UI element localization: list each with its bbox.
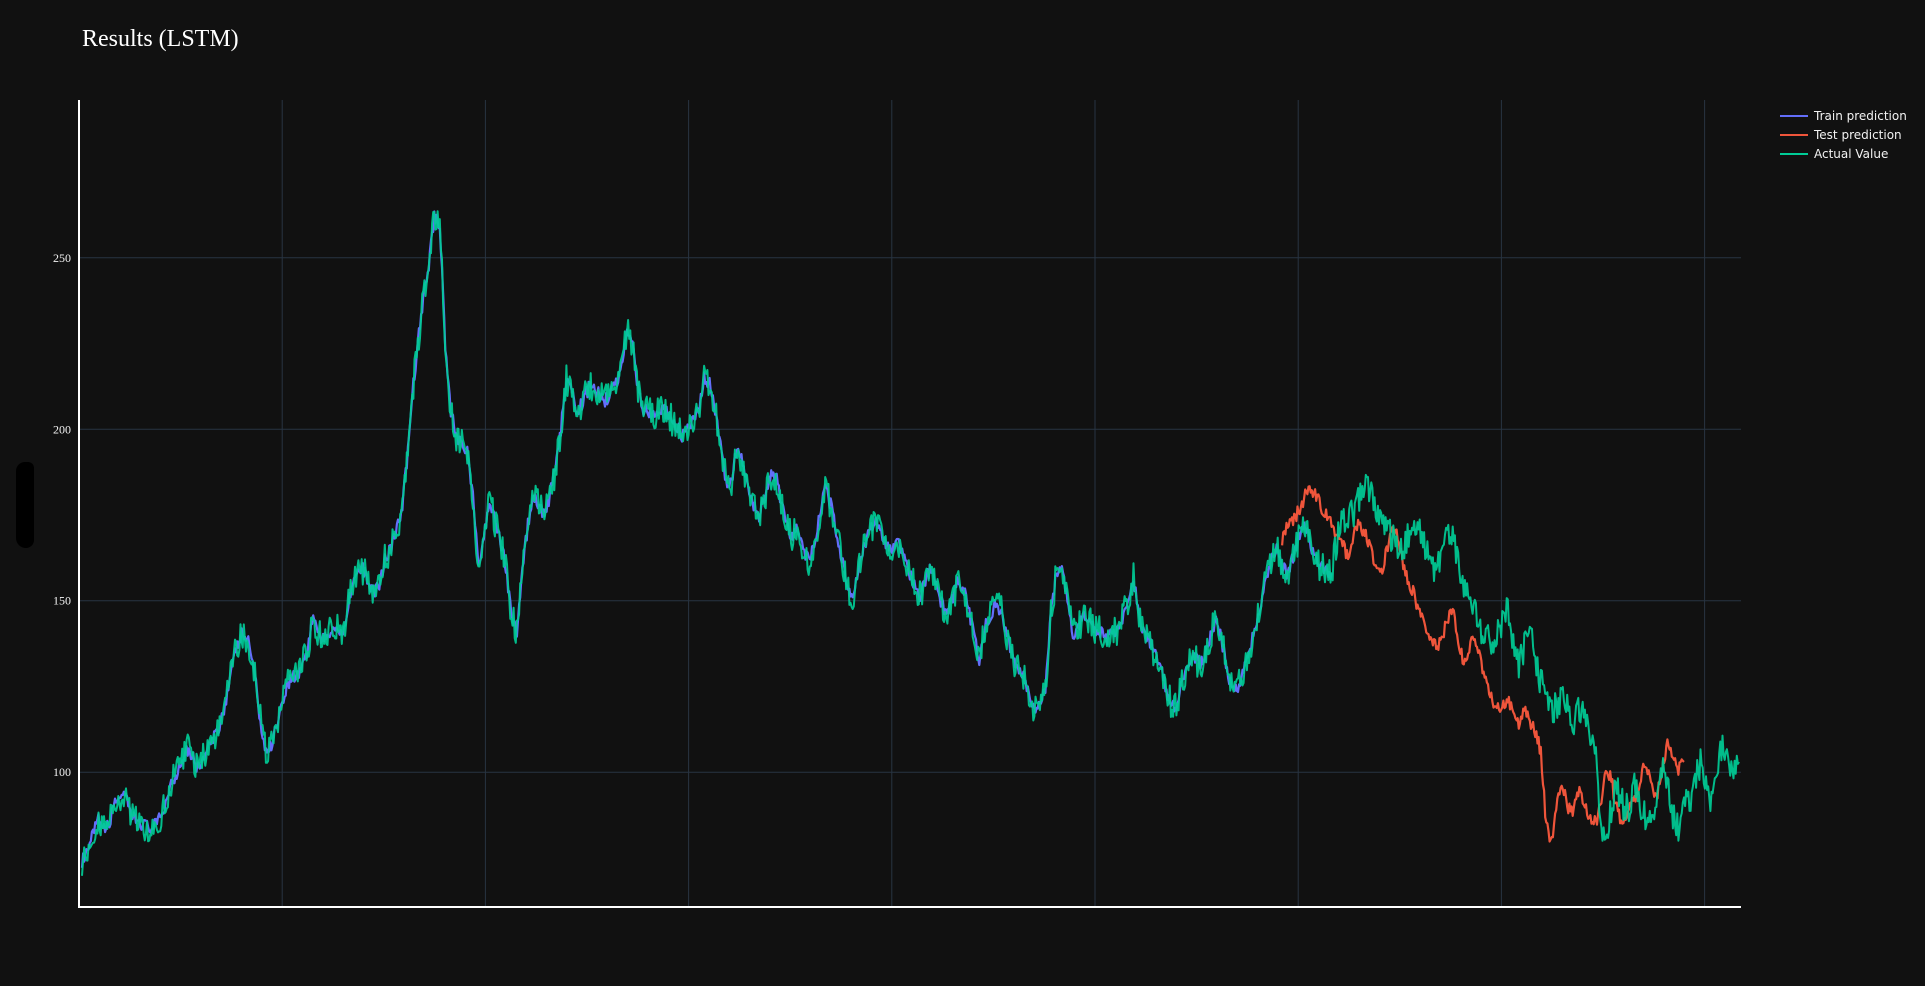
chart-title: Results (LSTM) [82, 26, 239, 52]
legend-item-test[interactable]: Test prediction [1780, 125, 1907, 144]
y-tick-labels: 100 150 200 250 [53, 251, 71, 779]
legend-label-actual: Actual Value [1814, 146, 1889, 161]
y-tick-label: 100 [53, 765, 71, 779]
series-line-actual [81, 210, 1740, 876]
legend-item-actual[interactable]: Actual Value [1780, 144, 1907, 163]
legend-label-test: Test prediction [1814, 127, 1902, 142]
y-tick-label: 150 [53, 594, 71, 608]
series-layer [80, 210, 1740, 876]
y-tick-label: 200 [53, 422, 71, 436]
legend-item-train[interactable]: Train prediction [1780, 106, 1907, 125]
redaction-blot [16, 462, 34, 548]
legend-swatch-train [1780, 114, 1808, 117]
grid-layer [80, 100, 1741, 906]
series-line-train [80, 210, 1333, 868]
y-tick-label: 250 [53, 251, 71, 265]
legend-swatch-test [1780, 133, 1808, 136]
axes [78, 100, 1741, 908]
legend-label-train: Train prediction [1814, 108, 1907, 123]
legend[interactable]: Train prediction Test prediction Actual … [1780, 106, 1907, 163]
series-line-test [1281, 485, 1685, 843]
legend-swatch-actual [1780, 152, 1808, 155]
